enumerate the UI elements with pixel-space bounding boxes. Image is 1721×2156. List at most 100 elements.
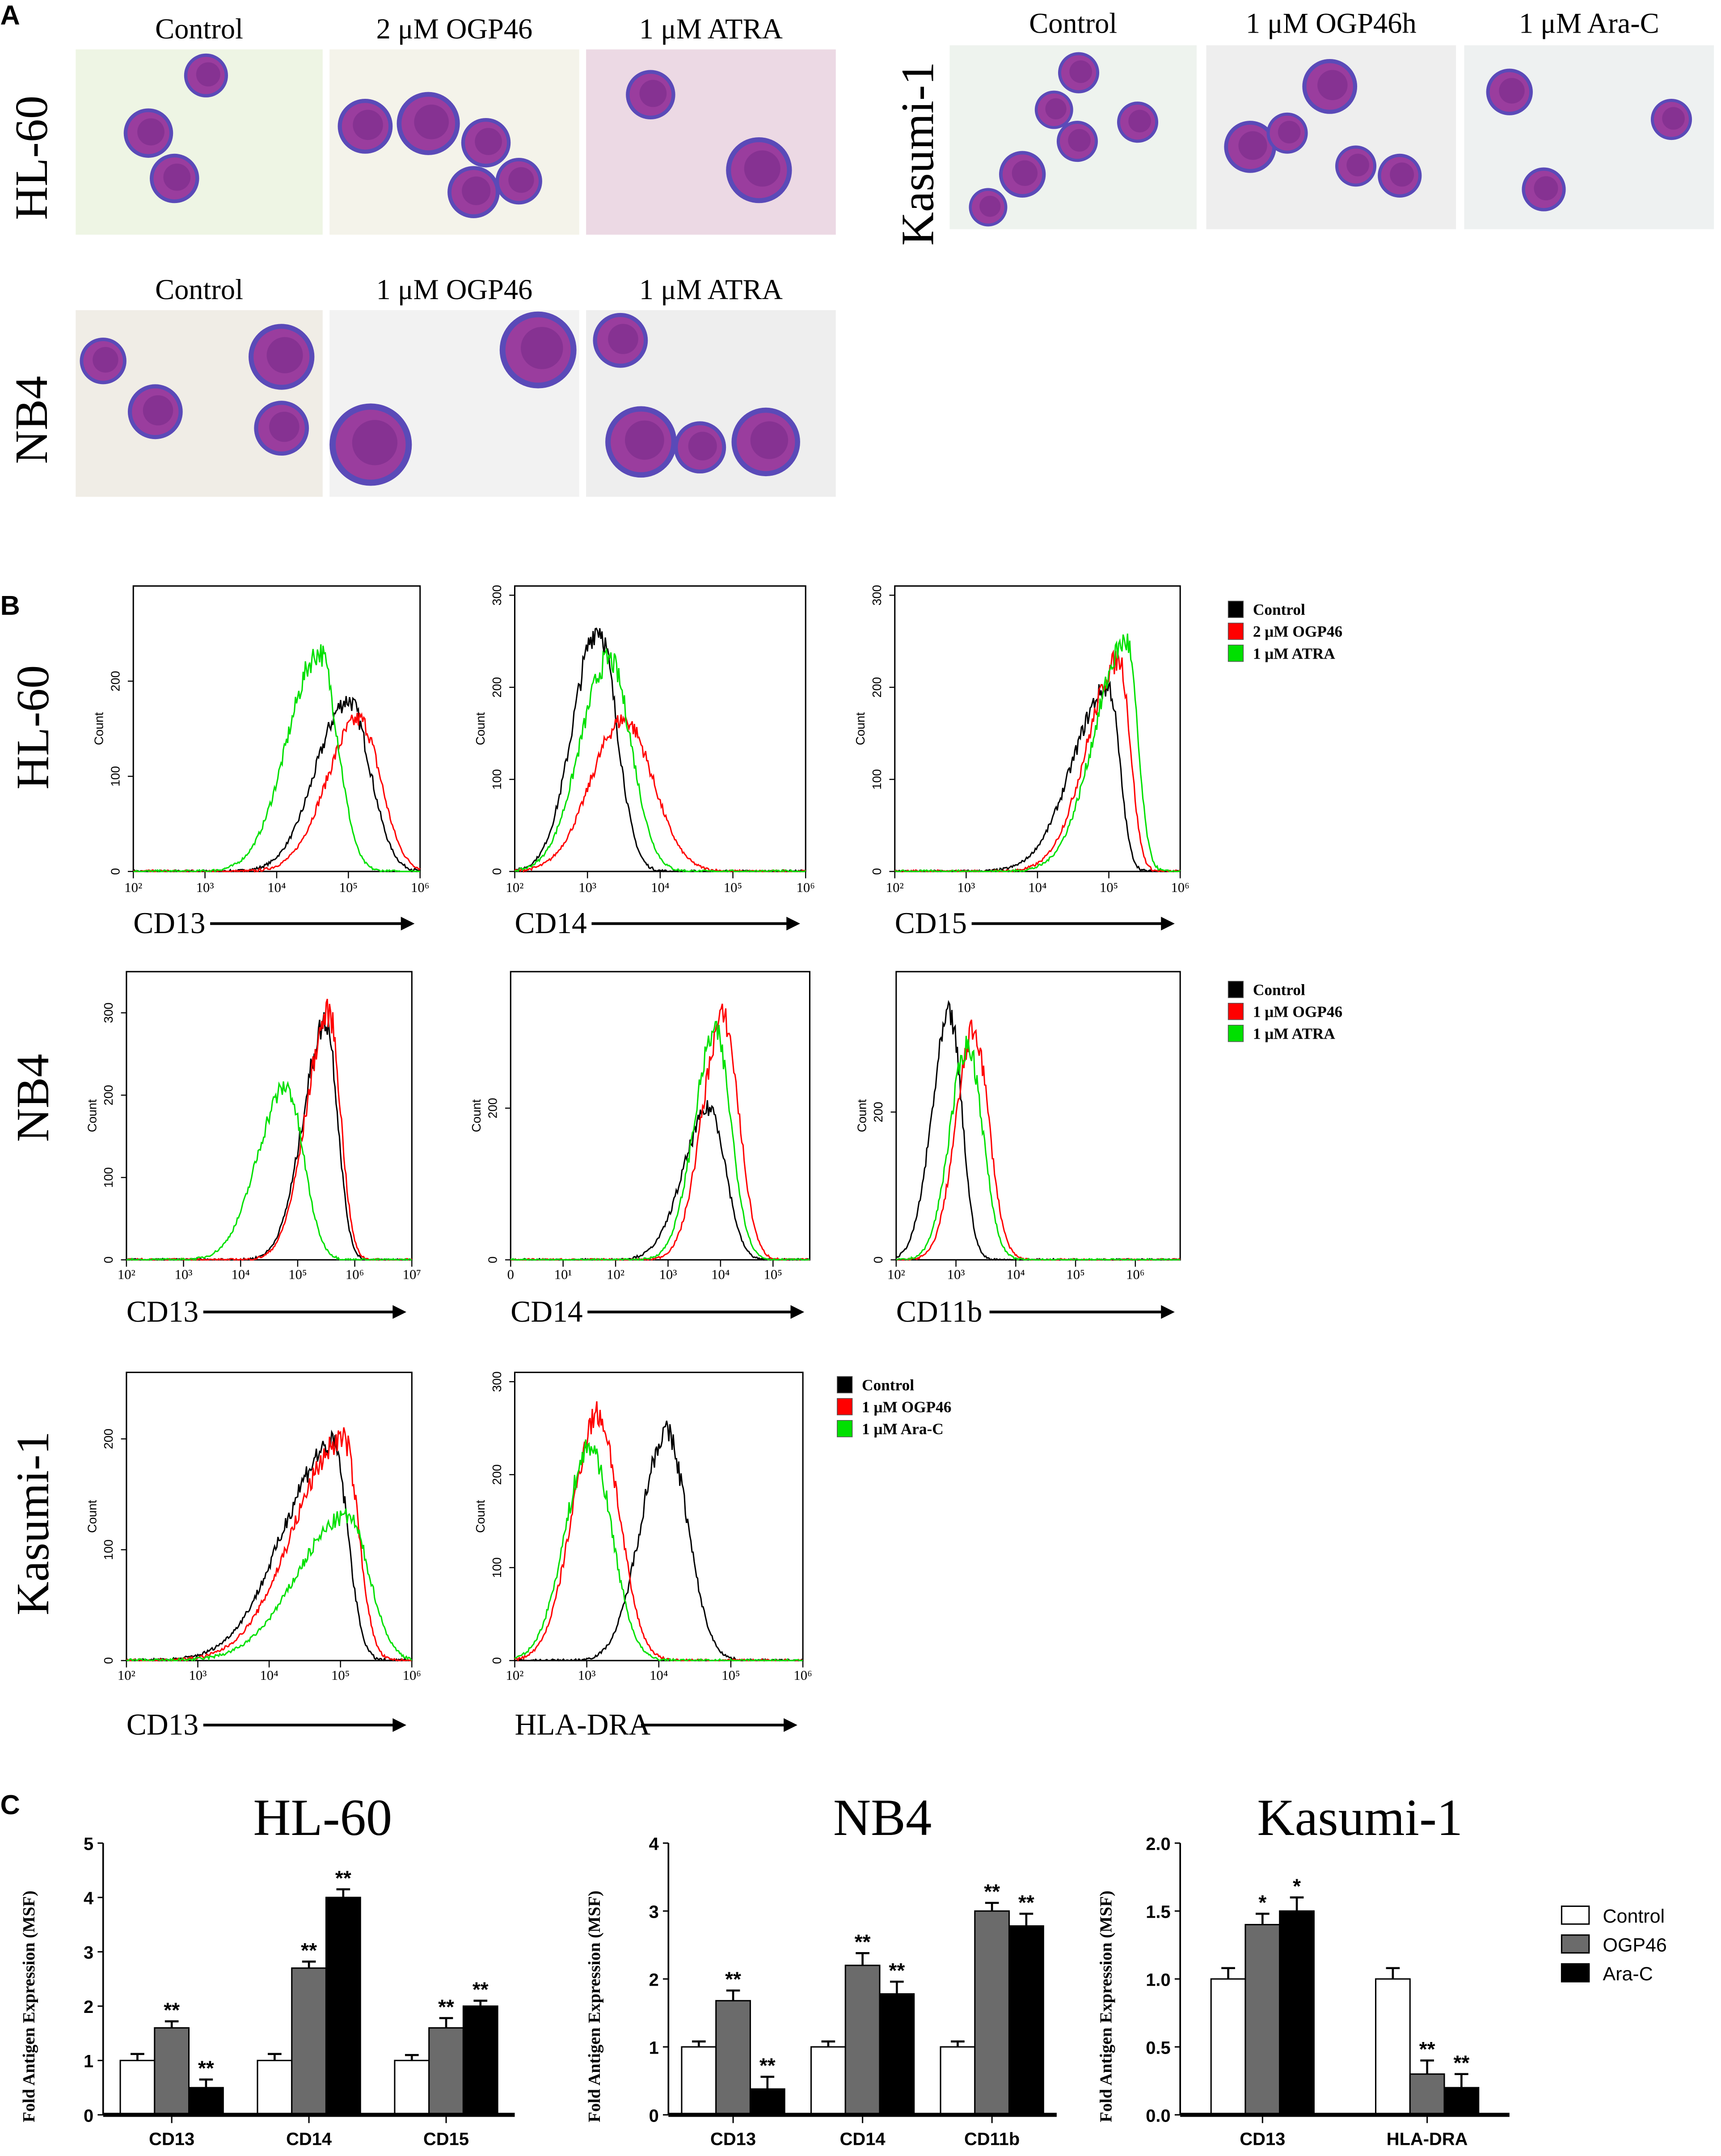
x-tick-label: 10⁴ — [651, 880, 669, 895]
histogram-nb4-cd13: 10² 10³ 10⁴ 10⁵ 10⁶ 10⁷ 0 100 200 300 Count — [85, 971, 421, 1282]
row-label-nb4: NB4 — [5, 376, 57, 464]
histogram-series-treatment — [126, 1508, 413, 1662]
legend-label: 1 μM ATRA — [1253, 645, 1336, 662]
plot-frame — [895, 971, 1181, 1261]
cell-nucleus — [1012, 160, 1038, 186]
legend-label: Ara-C — [1603, 1963, 1653, 1985]
histogram-kasumi-1-hla-dra: 10² 10³ 10⁴ 10⁵ 10⁶ 0 100 200 300 Count — [473, 1371, 812, 1683]
y-axis-label: Count — [85, 1099, 99, 1132]
significance-mark: ** — [438, 1995, 454, 2018]
y-tick-label: 4 — [84, 1889, 93, 1908]
x-tick-label: CD15 — [423, 2129, 469, 2149]
chart-title: Kasumi-1 — [1257, 1789, 1463, 1847]
y-axis-label: Count — [473, 712, 487, 745]
significance-mark: * — [1293, 1875, 1301, 1898]
y-axis-label: Fold Antigen Expression (MSF) — [1097, 1890, 1116, 2122]
cell-nucleus — [521, 327, 563, 369]
y-tick-label: 2.0 — [1146, 1835, 1170, 1854]
y-tick-label: 0.0 — [1146, 2106, 1170, 2126]
x-tick-label: 0 — [507, 1267, 514, 1282]
y-axis-label: Count — [469, 1099, 483, 1132]
micrograph-hl-60-0 — [76, 49, 323, 235]
x-tick-label: 10² — [607, 1267, 624, 1282]
cell-nucleus — [414, 104, 449, 140]
x-tick-label: 10² — [887, 1267, 905, 1282]
cell-nucleus — [93, 347, 118, 373]
plot-frame — [894, 585, 1181, 872]
micrograph-kasumi-1-1 — [1206, 45, 1456, 229]
significance-mark: ** — [472, 1978, 489, 2001]
y-tick-label: 3 — [649, 1902, 659, 1922]
micrograph-background — [586, 49, 836, 235]
x-tick-label: 10³ — [189, 1668, 207, 1683]
x-axis-label: CD13 — [133, 906, 205, 940]
bar-ogp46 — [291, 1967, 327, 2116]
plot-frame — [132, 585, 421, 872]
y-tick-label: 0 — [84, 2106, 93, 2126]
panel-a-micrographs: HL-60 Control 2 μM OGP46 1 μM ATRA Kasumi-1 C… — [5, 8, 1714, 497]
micrograph-label: Control — [1029, 8, 1117, 39]
cell-nucleus — [475, 128, 502, 155]
cell-nucleus — [1499, 78, 1525, 104]
x-tick-label: 10⁵ — [1100, 880, 1118, 895]
significance-mark: ** — [889, 1959, 905, 1982]
micrograph-hl-60-2 — [586, 49, 836, 235]
y-axis-label: Count — [853, 712, 867, 745]
y-tick-label: 200 — [109, 671, 122, 691]
x-axis-label: CD14 — [515, 906, 587, 940]
bar-ara-c — [879, 1993, 915, 2116]
y-tick-label: 1 — [84, 2052, 93, 2071]
row-label-nb4: NB4 — [7, 1054, 59, 1142]
significance-mark: ** — [855, 1930, 871, 1953]
x-tick-label: CD14 — [286, 2129, 332, 2149]
plot-frame — [514, 585, 806, 872]
cell-nucleus — [1128, 110, 1151, 133]
bar-ogp46 — [428, 2027, 464, 2116]
micrograph-hl-60-1 — [329, 49, 579, 235]
cell-nucleus — [462, 176, 491, 205]
x-tick-label: 10⁶ — [1126, 1267, 1144, 1282]
y-tick-label: 3 — [84, 1943, 93, 1963]
x-tick-label: 10³ — [578, 880, 596, 895]
micrograph-kasumi-1-2 — [1464, 45, 1714, 229]
micrograph-nb4-1 — [329, 310, 579, 497]
x-tick-label: CD11b — [964, 2129, 1020, 2149]
x-tick-label: 10⁵ — [288, 1267, 307, 1282]
y-axis-label: Count — [92, 712, 106, 745]
y-tick-label: 300 — [101, 1002, 115, 1023]
legend-label: Control — [1603, 1906, 1665, 1927]
cell-nucleus — [979, 195, 1001, 217]
legend-swatch — [1561, 1934, 1590, 1954]
bar-chart-hl-60: HL-60 0 1 2 3 4 5 Fold Antigen Expression (MSF)… — [20, 1789, 515, 2149]
cell-nucleus — [744, 150, 780, 187]
panel-c-bar-charts: HL-60 0 1 2 3 4 5 Fold Antigen Expression (MSF)… — [20, 1789, 1667, 2149]
cell-nucleus — [1238, 131, 1267, 160]
x-tick-label: 10⁴ — [232, 1267, 250, 1282]
significance-mark: ** — [198, 2057, 214, 2080]
cell-nucleus — [688, 431, 717, 461]
x-tick-label: CD13 — [149, 2129, 194, 2149]
legend-swatch — [1227, 622, 1244, 640]
cell-nucleus — [266, 337, 303, 373]
arrow-head-icon — [786, 917, 800, 931]
bar-chart-nb4: NB4 0 1 2 3 4 Fold Antigen Expression (MSF) ** *… — [585, 1789, 1057, 2149]
significance-mark: ** — [301, 1939, 317, 1962]
cell-nucleus — [1534, 176, 1558, 201]
y-tick-label: 4 — [649, 1835, 659, 1854]
histogram-hl-60-cd15: 10² 10³ 10⁴ 10⁵ 10⁶ 0 100 200 300 Count — [853, 585, 1190, 895]
panel-label-b: B — [0, 590, 20, 621]
micrograph-label: 1 μM Ara-C — [1519, 8, 1659, 39]
y-tick-label: 2 — [649, 1970, 659, 1990]
y-tick-label: 2 — [84, 1997, 93, 2017]
y-tick-label: 0 — [490, 1657, 504, 1664]
panel-label-a: A — [0, 0, 20, 31]
y-tick-label: 0 — [870, 868, 884, 875]
bar-control — [810, 2046, 846, 2116]
x-tick-label: 10⁵ — [1066, 1267, 1084, 1282]
x-tick-label: 10³ — [196, 880, 214, 895]
histogram-kasumi-1-cd13: 10² 10³ 10⁴ 10⁵ 10⁶ 0 100 200 Count — [85, 1371, 421, 1683]
x-axis-label: CD11b — [896, 1295, 983, 1328]
micrograph-label: Control — [155, 13, 243, 45]
x-tick-label: 10⁴ — [1028, 880, 1046, 895]
